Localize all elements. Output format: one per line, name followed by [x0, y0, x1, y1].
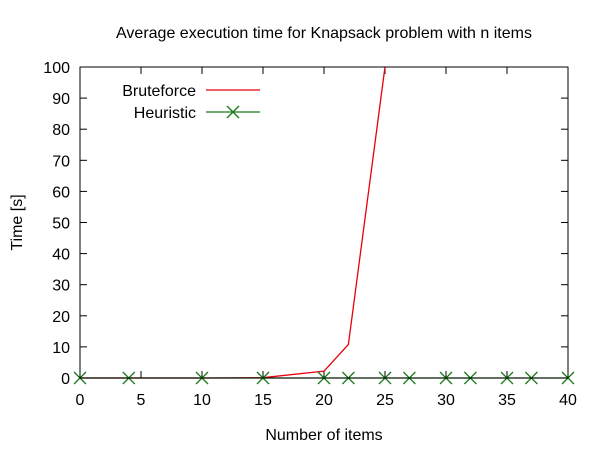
x-tick-label: 40: [559, 392, 577, 409]
x-tick-label: 25: [376, 392, 394, 409]
legend-label-bruteforce: Bruteforce: [122, 83, 196, 100]
chart-title: Average execution time for Knapsack prob…: [116, 25, 532, 42]
x-tick-label: 30: [437, 392, 455, 409]
y-tick-label: 80: [52, 122, 70, 139]
legend-marker-heuristic: [226, 105, 240, 119]
y-tick-label: 40: [52, 247, 70, 264]
y-tick-label: 60: [52, 184, 70, 201]
y-tick-label: 50: [52, 216, 70, 233]
y-tick-label: 20: [52, 309, 70, 326]
x-tick-label: 10: [193, 392, 211, 409]
y-axis-label: Time [s]: [9, 194, 26, 250]
x-tick-label: 35: [498, 392, 516, 409]
x-axis-label: Number of items: [265, 427, 382, 444]
plot-frame: [79, 66, 569, 379]
y-tick-label: 90: [52, 91, 70, 108]
x-tick-label: 5: [137, 392, 146, 409]
x-tick-label: 0: [76, 392, 85, 409]
x-tick-label: 20: [315, 392, 333, 409]
x-tick-label: 15: [254, 392, 272, 409]
y-tick-label: 70: [52, 153, 70, 170]
legend: Bruteforce Heuristic: [122, 83, 260, 122]
y-tick-label: 10: [52, 340, 70, 357]
y-tick-label: 0: [61, 371, 70, 388]
axis-ticks: 0 5 10 15 20 25 30 35 40 0 10 20 30 40 50 60 70 80 90 100: [43, 60, 577, 409]
y-tick-label: 30: [52, 278, 70, 295]
series-line-bruteforce: [80, 66, 386, 379]
legend-label-heuristic: Heuristic: [134, 105, 196, 122]
y-tick-label: 100: [43, 60, 70, 77]
